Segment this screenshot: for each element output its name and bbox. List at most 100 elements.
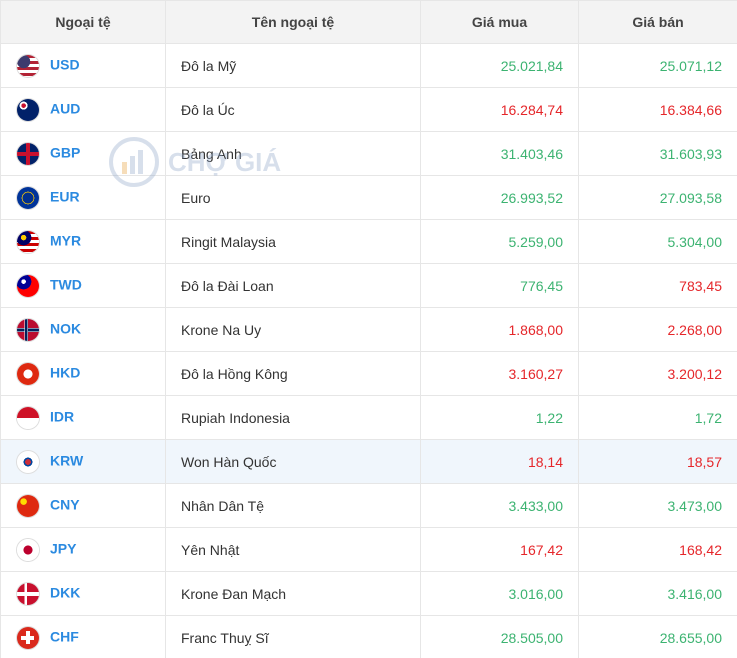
sell-price: 3.200,12 (578, 351, 737, 396)
code-cell: DKK (0, 571, 166, 616)
currency-name: Nhân Dân Tệ (165, 483, 421, 528)
code-cell: TWD (0, 263, 166, 308)
currency-name: Bảng Anh (165, 131, 421, 176)
code-cell: AUD (0, 87, 166, 132)
sell-price: 1,72 (578, 395, 737, 440)
currency-name: Đô la Mỹ (165, 43, 421, 88)
sell-price: 27.093,58 (578, 175, 737, 220)
code-cell: CNY (0, 483, 166, 528)
code-cell: EUR (0, 175, 166, 220)
table-row: NOK Krone Na Uy 1.868,00 2.268,00 (0, 307, 737, 352)
currency-name: Yên Nhật (165, 527, 421, 572)
buy-price: 26.993,52 (420, 175, 579, 220)
buy-price: 1,22 (420, 395, 579, 440)
code-cell: KRW (0, 439, 166, 484)
buy-price: 31.403,46 (420, 131, 579, 176)
currency-code: DKK (50, 584, 81, 601)
table-row: JPY Yên Nhật 167,42 168,42 (0, 527, 737, 572)
flag-icon (17, 450, 39, 473)
flag-icon (17, 98, 39, 121)
table-row: TWD Đô la Đài Loan 776,45 783,45 (0, 263, 737, 308)
code-cell: HKD (0, 351, 166, 396)
header-cell: Ngoại tệ (0, 0, 166, 44)
flag-icon (17, 582, 39, 605)
currency-code: HKD (50, 364, 81, 381)
code-cell: GBP (0, 131, 166, 176)
sell-price: 168,42 (578, 527, 737, 572)
flag-icon (17, 494, 39, 517)
flag-icon (17, 54, 39, 77)
buy-price: 1.868,00 (420, 307, 579, 352)
sell-price: 3.473,00 (578, 483, 737, 528)
buy-price: 3.160,27 (420, 351, 579, 396)
buy-price: 3.433,00 (420, 483, 579, 528)
currency-name: Rupiah Indonesia (165, 395, 421, 440)
currency-code: EUR (50, 188, 80, 205)
currency-code: NOK (50, 320, 82, 337)
flag-icon (17, 186, 39, 209)
buy-price: 5.259,00 (420, 219, 579, 264)
table-row: KRW Won Hàn Quốc 18,14 18,57 (0, 439, 737, 484)
code-cell: CHF (0, 615, 166, 658)
flag-icon (17, 230, 39, 253)
table-body: USD Đô la Mỹ 25.021,84 25.071,12 AUD Đô la Úc… (0, 43, 737, 658)
header-row: Ngoại tệ Tên ngoại tệ Giá mua Giá bán (0, 0, 737, 44)
sell-price: 16.384,66 (578, 87, 737, 132)
code-cell: IDR (0, 395, 166, 440)
sell-price: 5.304,00 (578, 219, 737, 264)
buy-price: 167,42 (420, 527, 579, 572)
table-row: EUR Euro 26.993,52 27.093,58 (0, 175, 737, 220)
currency-name: Euro (165, 175, 421, 220)
flag-icon (17, 406, 39, 429)
table-row: CNY Nhân Dân Tệ 3.433,00 3.473,00 (0, 483, 737, 528)
currency-name: Krone Đan Mạch (165, 571, 421, 616)
currency-name: Won Hàn Quốc (165, 439, 421, 484)
sell-price: 25.071,12 (578, 43, 737, 88)
flag-icon (17, 142, 39, 165)
table-row: AUD Đô la Úc 16.284,74 16.384,66 (0, 87, 737, 132)
currency-name: Đô la Đài Loan (165, 263, 421, 308)
currency-code: TWD (50, 276, 82, 293)
currency-name: Krone Na Uy (165, 307, 421, 352)
sell-price: 28.655,00 (578, 615, 737, 658)
buy-price: 3.016,00 (420, 571, 579, 616)
currency-code: GBP (50, 144, 81, 161)
currency-name: Đô la Hồng Kông (165, 351, 421, 396)
header-cell: Giá mua (420, 0, 579, 44)
buy-price: 776,45 (420, 263, 579, 308)
currency-code: KRW (50, 452, 84, 469)
flag-icon (17, 538, 39, 561)
code-cell: JPY (0, 527, 166, 572)
code-cell: MYR (0, 219, 166, 264)
table-row: IDR Rupiah Indonesia 1,22 1,72 (0, 395, 737, 440)
sell-price: 3.416,00 (578, 571, 737, 616)
flag-icon (17, 626, 39, 649)
flag-icon (17, 362, 39, 385)
currency-code: JPY (50, 540, 77, 557)
table-row: CHF Franc Thuỵ Sĩ 28.505,00 28.655,00 (0, 615, 737, 658)
currency-code: AUD (50, 100, 81, 117)
currency-code: MYR (50, 232, 82, 249)
header-cell: Giá bán (578, 0, 737, 44)
currency-code: CNY (50, 496, 80, 513)
code-cell: NOK (0, 307, 166, 352)
table-row: HKD Đô la Hồng Kông 3.160,27 3.200,12 (0, 351, 737, 396)
flag-icon (17, 318, 39, 341)
buy-price: 28.505,00 (420, 615, 579, 658)
currency-name: Đô la Úc (165, 87, 421, 132)
sell-price: 783,45 (578, 263, 737, 308)
buy-price: 18,14 (420, 439, 579, 484)
sell-price: 31.603,93 (578, 131, 737, 176)
currency-name: Franc Thuỵ Sĩ (165, 615, 421, 658)
table-row: DKK Krone Đan Mạch 3.016,00 3.416,00 (0, 571, 737, 616)
currency-name: Ringit Malaysia (165, 219, 421, 264)
table-row: USD Đô la Mỹ 25.021,84 25.071,12 (0, 43, 737, 88)
table-row: MYR Ringit Malaysia 5.259,00 5.304,00 (0, 219, 737, 264)
currency-code: CHF (50, 628, 79, 645)
currency-code: USD (50, 56, 80, 73)
sell-price: 2.268,00 (578, 307, 737, 352)
header-cell: Tên ngoại tệ (165, 0, 421, 44)
table-row: GBP Bảng Anh 31.403,46 31.603,93 (0, 131, 737, 176)
